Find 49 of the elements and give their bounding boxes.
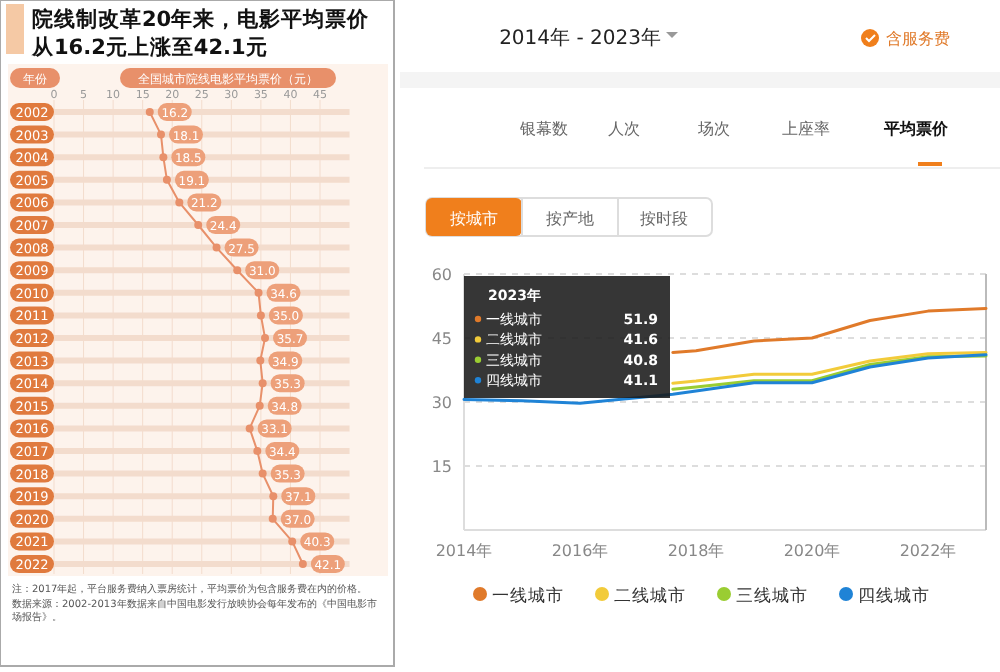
text: 含服务费 [886,30,950,48]
text: 银幕数 [518,120,568,138]
point [159,153,168,162]
text: 按产地 [546,210,594,228]
chart-title: 院线制改革20年来，电影平均票价从16.2元上涨至42.1元 [30,6,372,60]
y-tick-label: 60 [431,266,452,284]
point [162,175,171,184]
point [175,198,184,207]
point [288,537,297,546]
text: 场次 [696,120,730,138]
point [156,130,165,139]
point [254,288,263,297]
x-tick-label: 2014年 [435,542,493,560]
x-tick-label: 2018年 [667,542,725,560]
point [268,514,277,523]
point [261,334,270,342]
point [212,243,221,252]
point [256,356,265,365]
text: 按城市 [450,210,498,228]
legend-label: 一线城市 [492,585,564,607]
legend-label: 二线城市 [614,585,686,607]
x-tick-label: 2020年 [783,542,841,560]
line-series [671,354,988,391]
x-tick-label: 2022年 [899,542,957,560]
line-series [462,353,988,405]
legend-label: 三线城市 [736,585,808,607]
legend-label: 四线城市 [858,585,930,607]
line-series [671,351,988,385]
point [256,311,265,320]
y-tick-label: 15 [431,458,452,476]
text: 平均票价 [882,120,950,138]
text: 人次 [608,120,640,138]
point [258,469,267,478]
point [245,424,254,433]
point [298,560,307,568]
y-tick-label: 30 [431,394,452,412]
y-tick-label: 45 [431,330,452,348]
line-series [671,307,988,355]
point [194,221,203,229]
point [269,492,278,501]
point [253,447,262,455]
point [233,266,242,275]
point [255,401,264,410]
text: 按时段 [640,210,688,228]
point [258,379,267,388]
point [145,108,154,116]
x-tick-label: 2016年 [551,542,609,560]
text: 上座率 [782,120,830,138]
text: 2014年 - 2023年 [499,26,661,50]
